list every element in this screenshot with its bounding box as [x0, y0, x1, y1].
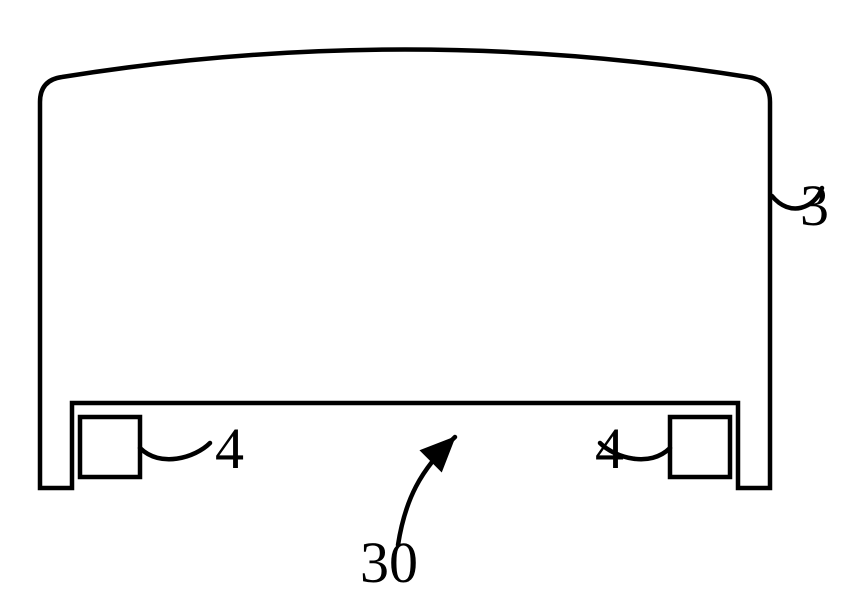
small-box-left — [80, 417, 140, 477]
label-label_3: 3 — [800, 173, 829, 238]
small-box-right — [670, 417, 730, 477]
label-label_4b: 4 — [595, 416, 624, 481]
leader-l4a — [140, 443, 210, 459]
label-label_4a: 4 — [215, 416, 244, 481]
leader-l30-arrowhead — [420, 437, 455, 472]
diagram-svg: 3 4 4 30 — [0, 0, 863, 591]
housing-outline — [40, 50, 770, 489]
label-label_30: 30 — [360, 530, 418, 591]
